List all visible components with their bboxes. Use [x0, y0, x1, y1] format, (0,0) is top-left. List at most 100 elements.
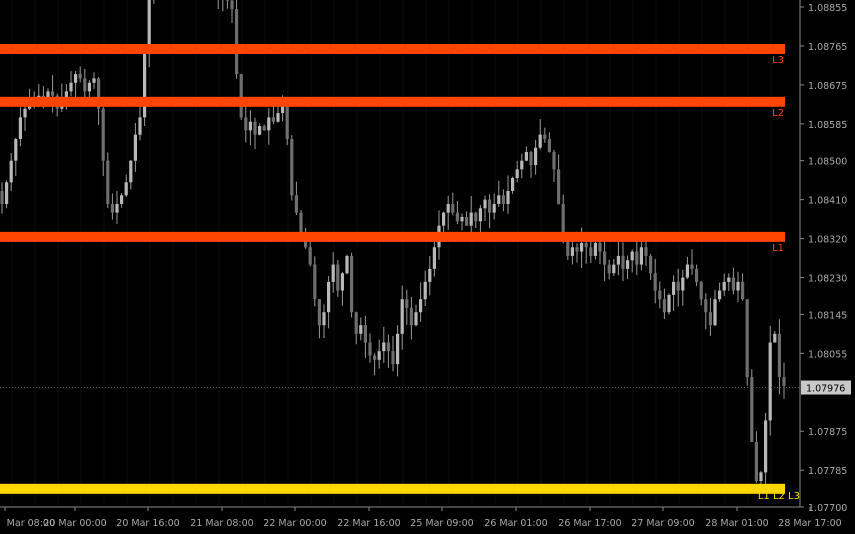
candle-body — [736, 281, 740, 291]
candle — [529, 150, 533, 178]
candle-body — [262, 126, 266, 131]
candle-body — [478, 208, 482, 222]
candle-body — [51, 91, 55, 96]
y-tick-label: 1.07875 — [808, 427, 847, 438]
x-tick-label: 25 Mar 09:00 — [410, 518, 473, 529]
candle-body — [14, 139, 18, 161]
candle-body — [285, 100, 289, 140]
candle-body — [230, 0, 234, 10]
candle-body — [336, 264, 340, 291]
candle-body — [331, 264, 335, 282]
candle-body — [699, 281, 703, 300]
level-line-l2 — [0, 96, 785, 107]
candle-body — [377, 351, 381, 360]
candle-body — [616, 255, 620, 265]
candle-body — [391, 351, 395, 365]
candle-body — [644, 247, 648, 256]
candle-body — [603, 251, 607, 265]
candle-body — [704, 299, 708, 313]
candle-body — [534, 147, 538, 166]
candle — [290, 135, 294, 201]
candle-body — [382, 342, 386, 352]
candle — [138, 100, 142, 141]
candle — [225, 0, 229, 9]
candle-body — [713, 299, 717, 326]
candle — [143, 44, 147, 126]
candle — [626, 255, 630, 280]
candle-body — [460, 216, 464, 222]
candle — [543, 127, 547, 143]
candle — [460, 213, 464, 231]
candle-body — [561, 203, 565, 239]
candle — [313, 256, 317, 307]
candle-body — [488, 199, 492, 213]
candle — [106, 152, 110, 209]
candle — [253, 117, 257, 150]
candle-body — [69, 82, 73, 92]
candle-body — [639, 247, 643, 265]
candle-body — [409, 307, 413, 326]
candle — [9, 153, 13, 192]
level-label: L2 — [772, 108, 784, 119]
candle — [455, 200, 459, 225]
candle — [294, 181, 298, 215]
candle-body — [575, 247, 579, 252]
candle-body — [143, 52, 147, 118]
candle — [501, 189, 505, 212]
candle-body — [405, 299, 409, 308]
candle-body — [768, 342, 772, 421]
candle — [630, 249, 634, 273]
candle-body — [469, 212, 473, 226]
candle — [317, 299, 321, 339]
candle — [483, 195, 487, 222]
candle — [488, 194, 492, 229]
candle — [612, 259, 616, 276]
candle-body — [474, 212, 478, 222]
candle-body — [557, 169, 561, 204]
candle — [354, 311, 358, 345]
y-tick-label: 1.07700 — [808, 503, 847, 514]
candle — [736, 271, 740, 302]
candle — [685, 256, 689, 280]
candle — [722, 273, 726, 296]
candle — [51, 75, 55, 113]
candle — [217, 0, 219, 10]
candle — [649, 253, 653, 280]
candle-body — [538, 134, 542, 148]
candle — [699, 281, 703, 306]
candle — [616, 239, 620, 276]
y-tick-label: 1.08410 — [808, 196, 847, 207]
candle — [262, 124, 266, 131]
x-tick-label: 20 Mar 00:00 — [43, 518, 106, 529]
candle — [382, 326, 386, 363]
candle-body — [0, 190, 4, 204]
candle — [230, 0, 234, 23]
candle-body — [451, 203, 455, 213]
candle-body — [225, 0, 229, 1]
candle — [451, 192, 455, 216]
candle — [267, 108, 271, 145]
candle-body — [115, 203, 119, 213]
candle-body — [635, 251, 639, 265]
candle-body — [138, 117, 142, 135]
candle — [676, 268, 680, 307]
candle-body — [46, 91, 50, 101]
candle-body — [78, 74, 82, 79]
x-tick-label: 27 Mar 09:00 — [631, 518, 694, 529]
candle — [713, 289, 717, 327]
candle-body — [92, 78, 96, 83]
candle-body — [708, 312, 712, 326]
candle — [248, 110, 252, 146]
candle-body — [304, 238, 308, 248]
candle — [101, 104, 105, 176]
candle-body — [23, 108, 27, 118]
candle-body — [373, 355, 377, 360]
level-label: L1 L2 L3 — [758, 491, 800, 502]
candle-body — [754, 442, 758, 482]
candle-body — [681, 277, 685, 291]
candle — [667, 293, 671, 315]
candle-body — [327, 281, 331, 313]
y-tick-label: 1.08765 — [808, 42, 847, 53]
